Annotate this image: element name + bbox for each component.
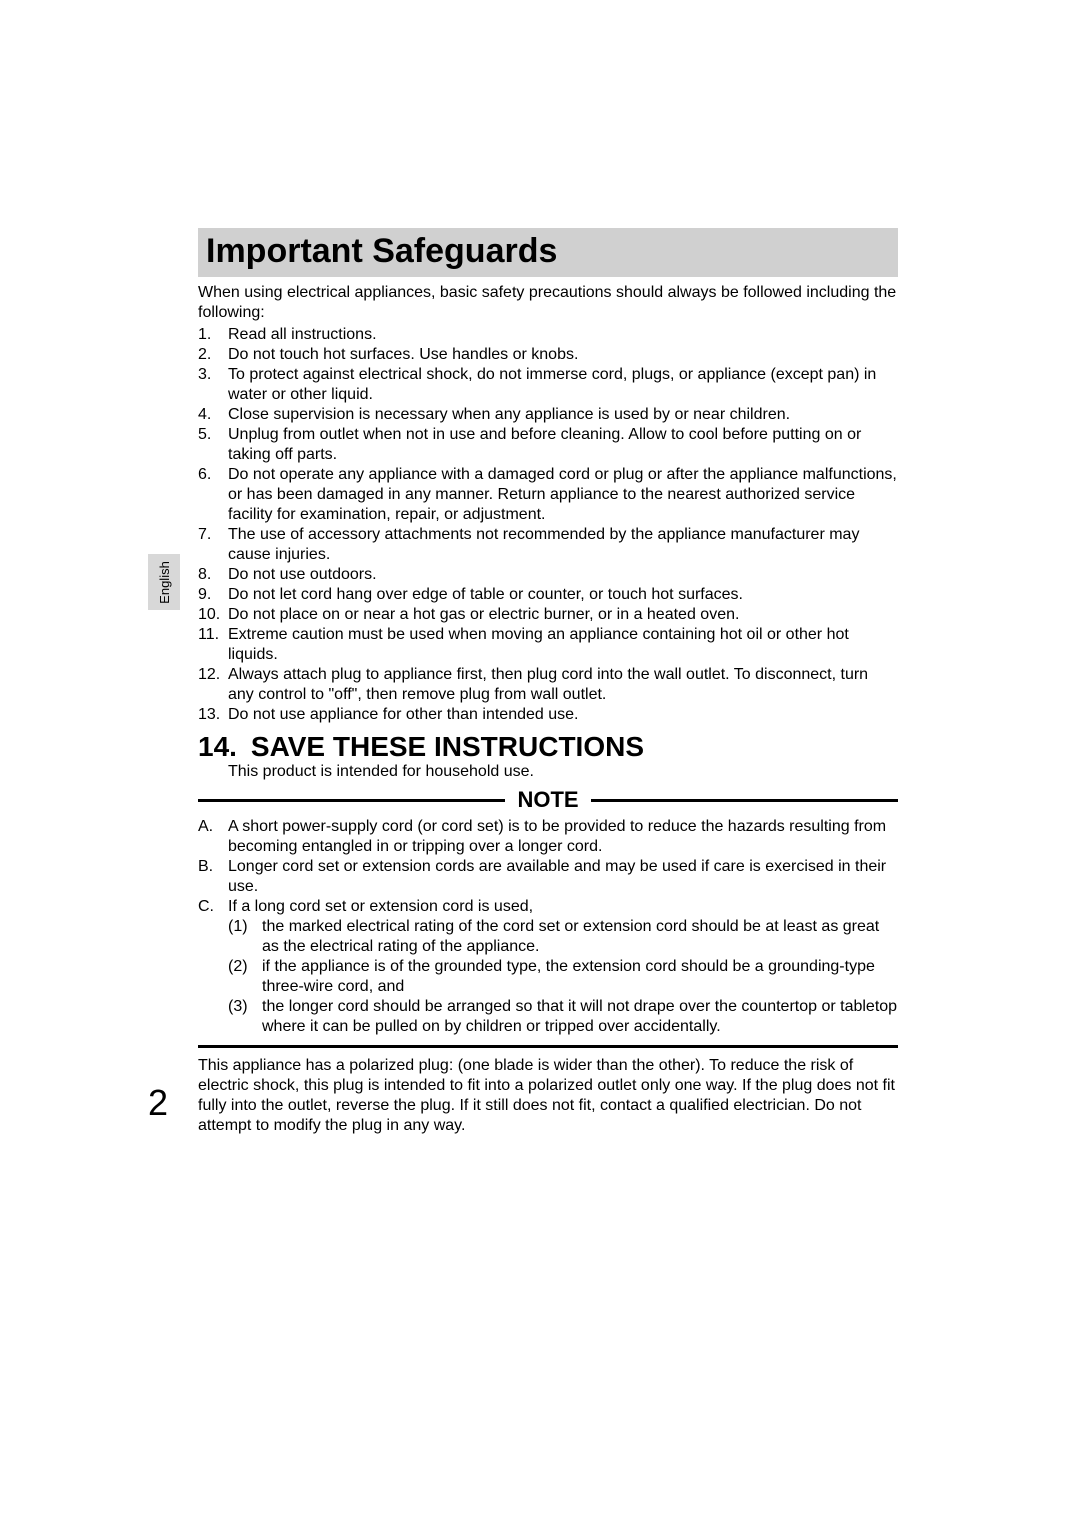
title-bar: Important Safeguards: [198, 228, 898, 277]
list-item: Extreme caution must be used when moving…: [198, 625, 898, 665]
page-title: Important Safeguards: [206, 232, 890, 271]
note-label: NOTE: [505, 787, 590, 813]
content-area: Important Safeguards When using electric…: [198, 228, 898, 1136]
rule-line: [591, 799, 898, 802]
manual-page: English Important Safeguards When using …: [0, 0, 1080, 1528]
sub-item: (2) if the appliance is of the grounded …: [228, 957, 898, 997]
household-text: This product is intended for household u…: [198, 763, 898, 781]
safeguards-list: Read all instructions. Do not touch hot …: [198, 325, 898, 725]
note-marker: B.: [198, 857, 213, 877]
rule-line: [198, 799, 505, 802]
sub-item: (3) the longer cord should be arranged s…: [228, 997, 898, 1037]
sub-item: (1) the marked electrical rating of the …: [228, 917, 898, 957]
list-item: The use of accessory attachments not rec…: [198, 525, 898, 565]
list-item: Do not operate any appliance with a dama…: [198, 465, 898, 525]
list-item: Do not use appliance for other than inte…: [198, 705, 898, 725]
plug-paragraph: This appliance has a polarized plug: (on…: [198, 1056, 898, 1136]
language-tab: English: [148, 554, 180, 610]
intro-text: When using electrical appliances, basic …: [198, 283, 898, 323]
sub-text: the longer cord should be arranged so th…: [262, 998, 897, 1035]
list-item: Do not touch hot surfaces. Use handles o…: [198, 345, 898, 365]
list-item: Close supervision is necessary when any …: [198, 405, 898, 425]
note-text: A short power-supply cord (or cord set) …: [228, 818, 886, 855]
note-marker: A.: [198, 817, 213, 837]
page-number: 2: [148, 1082, 168, 1124]
note-text: Longer cord set or extension cords are a…: [228, 858, 886, 895]
note-marker: C.: [198, 897, 214, 917]
language-label: English: [157, 561, 172, 604]
sub-marker: (1): [228, 917, 248, 937]
list-item: Unplug from outlet when not in use and b…: [198, 425, 898, 465]
note-list: A. A short power-supply cord (or cord se…: [198, 817, 898, 1037]
list-item: Do not place on or near a hot gas or ele…: [198, 605, 898, 625]
note-item: C. If a long cord set or extension cord …: [198, 897, 898, 1037]
note-item: A. A short power-supply cord (or cord se…: [198, 817, 898, 857]
sub-text: the marked electrical rating of the cord…: [262, 918, 879, 955]
sub-marker: (2): [228, 957, 248, 977]
note-divider: NOTE: [198, 787, 898, 813]
sub-marker: (3): [228, 997, 248, 1017]
list-item: Do not use outdoors.: [198, 565, 898, 585]
note-item: B. Longer cord set or extension cords ar…: [198, 857, 898, 897]
bottom-rule: [198, 1045, 898, 1048]
list-item: Always attach plug to appliance first, t…: [198, 665, 898, 705]
save-instructions-heading: 14. SAVE THESE INSTRUCTIONS: [198, 731, 898, 763]
list-item: Read all instructions.: [198, 325, 898, 345]
list-item: To protect against electrical shock, do …: [198, 365, 898, 405]
note-sublist: (1) the marked electrical rating of the …: [228, 917, 898, 1037]
list-item: Do not let cord hang over edge of table …: [198, 585, 898, 605]
sub-text: if the appliance is of the grounded type…: [262, 958, 875, 995]
note-text: If a long cord set or extension cord is …: [228, 898, 533, 915]
